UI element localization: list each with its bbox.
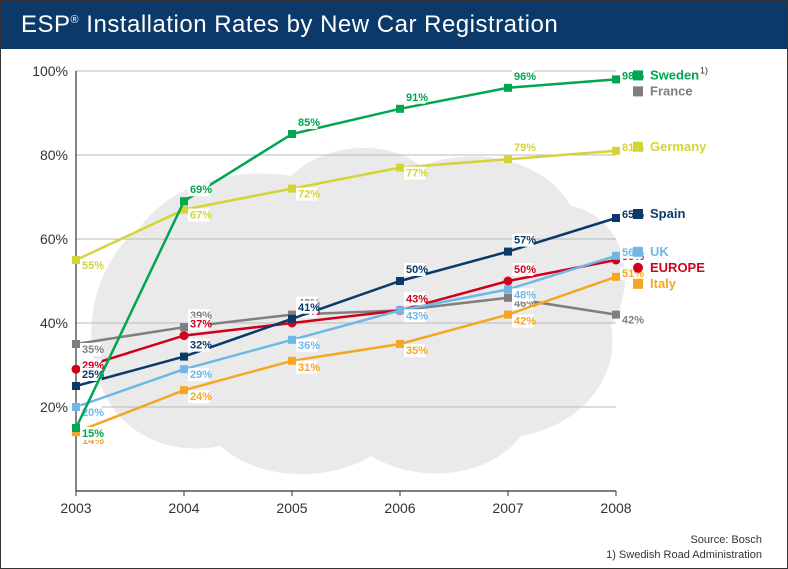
legend-label-france: France: [650, 83, 693, 98]
x-tick-label: 2007: [492, 500, 523, 516]
marker: [72, 340, 80, 348]
marker: [504, 294, 512, 302]
marker: [396, 277, 404, 285]
marker: [288, 357, 296, 365]
legend-marker: [633, 86, 643, 96]
title-sup: ®: [71, 14, 80, 26]
source-line-2: 1) Swedish Road Administration: [606, 548, 762, 562]
legend-sup: 1): [700, 65, 708, 75]
marker: [612, 252, 620, 260]
value-label: 50%: [406, 264, 428, 276]
marker: [504, 155, 512, 163]
legend-label-europe: EUROPE: [650, 260, 705, 275]
marker: [180, 386, 188, 394]
legend-marker: [633, 70, 643, 80]
marker: [180, 323, 188, 331]
chart-area: 20% 40% 60% 80% 100% 2003 2004 2005 2006 2007 2008…: [21, 56, 767, 518]
title-pre: ESP: [21, 11, 71, 38]
value-label: 48%: [514, 289, 536, 301]
legend-marker: [633, 209, 643, 219]
marker: [396, 306, 404, 314]
marker: [72, 256, 80, 264]
marker: [288, 315, 296, 323]
legend-label-germany: Germany: [650, 139, 707, 154]
x-tick-label: 2004: [168, 500, 199, 516]
marker: [504, 311, 512, 319]
value-label: 85%: [298, 117, 320, 129]
x-tick-label: 2006: [384, 500, 415, 516]
x-tick-label: 2003: [60, 500, 91, 516]
value-label: 69%: [190, 184, 212, 196]
line-chart: 20% 40% 60% 80% 100% 2003 2004 2005 2006 2007 2008…: [21, 56, 769, 520]
value-label: 31%: [298, 362, 320, 374]
marker: [72, 403, 80, 411]
value-label: 42%: [622, 315, 644, 327]
x-tick-label: 2005: [276, 500, 307, 516]
value-label: 72%: [298, 189, 320, 201]
value-label: 77%: [406, 168, 428, 180]
marker: [72, 382, 80, 390]
value-label: 91%: [406, 92, 428, 104]
marker: [288, 130, 296, 138]
value-label: 79%: [514, 142, 536, 154]
y-tick-label: 100%: [32, 63, 68, 79]
legend-label-italy: Italy: [650, 276, 677, 291]
value-label: 32%: [190, 340, 212, 352]
marker: [180, 365, 188, 373]
marker: [72, 365, 81, 374]
legend-marker: [633, 263, 643, 273]
value-label: 43%: [406, 310, 428, 322]
value-label: 43%: [406, 293, 428, 305]
value-label: 67%: [190, 210, 212, 222]
marker: [396, 340, 404, 348]
value-label: 36%: [298, 340, 320, 352]
x-tick-label: 2008: [600, 500, 631, 516]
chart-frame: ESP® Installation Rates by New Car Regis…: [0, 0, 788, 569]
marker: [612, 273, 620, 281]
value-label: 55%: [82, 260, 104, 272]
legend-label-spain: Spain: [650, 206, 685, 221]
value-label: 35%: [82, 344, 104, 356]
marker: [396, 164, 404, 172]
source-line-1: Source: Bosch: [606, 533, 762, 547]
value-label: 37%: [190, 319, 212, 331]
y-tick-label: 20%: [40, 399, 68, 415]
value-label: 41%: [298, 302, 320, 314]
marker: [180, 331, 189, 340]
y-tick-label: 60%: [40, 231, 68, 247]
title-bar: ESP® Installation Rates by New Car Regis…: [1, 1, 787, 49]
marker: [396, 105, 404, 113]
marker: [504, 248, 512, 256]
legend-marker: [633, 279, 643, 289]
legend-label-sweden: Sweden: [650, 67, 699, 82]
value-label: 57%: [514, 235, 536, 247]
value-label: 35%: [406, 345, 428, 357]
marker: [288, 336, 296, 344]
y-tick-label: 40%: [40, 315, 68, 331]
marker: [612, 75, 620, 83]
title-post: Installation Rates by New Car Registrati…: [79, 11, 558, 38]
value-label: 96%: [514, 71, 536, 83]
marker: [180, 197, 188, 205]
legend-marker: [633, 142, 643, 152]
value-label: 42%: [514, 316, 536, 328]
source-note: Source: Bosch 1) Swedish Road Administra…: [606, 533, 762, 562]
marker: [288, 185, 296, 193]
marker: [72, 424, 80, 432]
value-label: 24%: [190, 391, 212, 403]
y-tick-label: 80%: [40, 147, 68, 163]
marker: [612, 214, 620, 222]
marker: [504, 84, 512, 92]
marker: [504, 277, 513, 286]
legend-marker: [633, 247, 643, 257]
value-label: 29%: [190, 369, 212, 381]
value-label: 50%: [514, 264, 536, 276]
marker: [180, 353, 188, 361]
marker: [504, 285, 512, 293]
marker: [612, 311, 620, 319]
value-label: 15%: [82, 428, 104, 440]
marker: [612, 147, 620, 155]
legend-label-uk: UK: [650, 244, 669, 259]
